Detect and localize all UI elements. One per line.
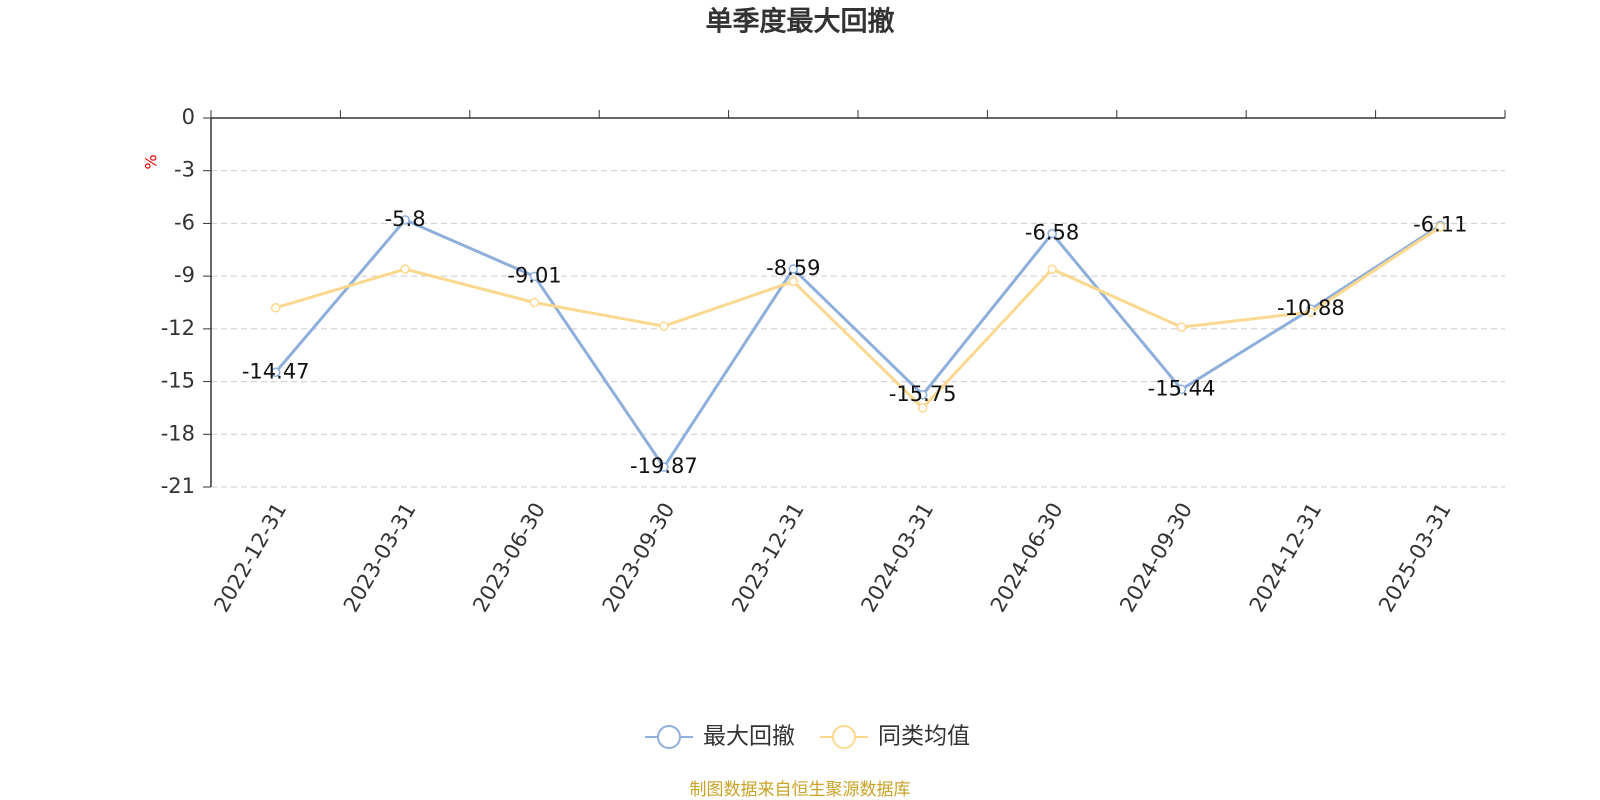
x-tick-label: 2023-03-31	[339, 498, 421, 616]
data-point	[1176, 322, 1187, 332]
data-point	[1306, 307, 1316, 317]
y-tick-label: -3	[174, 158, 195, 182]
data-point	[1435, 222, 1446, 232]
legend-label: 同类均值	[878, 724, 970, 750]
x-tick-label: 2023-06-30	[468, 499, 550, 617]
data-point	[529, 271, 540, 282]
legend-marker	[832, 725, 856, 749]
data-label: -9.01	[507, 263, 561, 287]
data-point	[400, 215, 410, 225]
data-point	[788, 276, 799, 287]
x-tick-label: 2022-12-31	[209, 499, 291, 617]
data-label: -5.8	[385, 207, 426, 231]
x-tick-label: 2024-09-30	[1115, 499, 1197, 617]
data-label: -14.47	[242, 359, 310, 383]
data-label: -6.11	[1413, 212, 1467, 236]
series-line	[274, 218, 1442, 470]
y-axis-label: %	[142, 154, 161, 169]
y-tick-label: -18	[161, 421, 195, 445]
source-note: 制图数据来自恒生聚源数据库	[690, 780, 911, 800]
y-tick-label: -21	[161, 474, 195, 498]
series-line	[275, 225, 1442, 411]
data-label: -15.75	[889, 382, 957, 406]
y-tick-label: -12	[161, 316, 195, 340]
data-point	[529, 297, 540, 308]
data-point	[1047, 264, 1057, 274]
data-point	[1176, 384, 1187, 395]
data-point	[917, 390, 928, 400]
y-tick-label: -15	[161, 369, 195, 393]
data-label: -6.58	[1025, 221, 1079, 245]
data-label: -10.88	[1277, 296, 1345, 320]
data-point	[270, 303, 281, 313]
data-label: -19.87	[630, 454, 698, 478]
data-point	[917, 403, 928, 413]
legend-label: 最大回撤	[703, 724, 795, 750]
data-point	[1047, 228, 1057, 239]
data-point	[270, 367, 281, 378]
x-tick-label: 2024-03-31	[856, 498, 938, 616]
data-label: -15.44	[1148, 376, 1216, 400]
x-tick-label: 2025-03-31	[1374, 499, 1456, 617]
data-point	[400, 264, 410, 274]
data-point	[659, 462, 669, 472]
legend-marker	[657, 725, 681, 749]
y-tick-label: -9	[174, 263, 195, 287]
data-point	[788, 264, 799, 274]
y-tick-label: 0	[182, 105, 195, 129]
x-tick-label: 2023-12-31	[727, 499, 809, 617]
data-label: -8.59	[766, 256, 820, 280]
chart-title: 单季度最大回撤	[706, 6, 895, 38]
x-tick-label: 2024-06-30	[986, 499, 1068, 617]
data-point	[659, 321, 669, 331]
x-tick-label: 2024-12-31	[1245, 499, 1327, 617]
y-tick-label: -6	[174, 210, 195, 234]
x-tick-label: 2023-09-30	[598, 499, 680, 617]
